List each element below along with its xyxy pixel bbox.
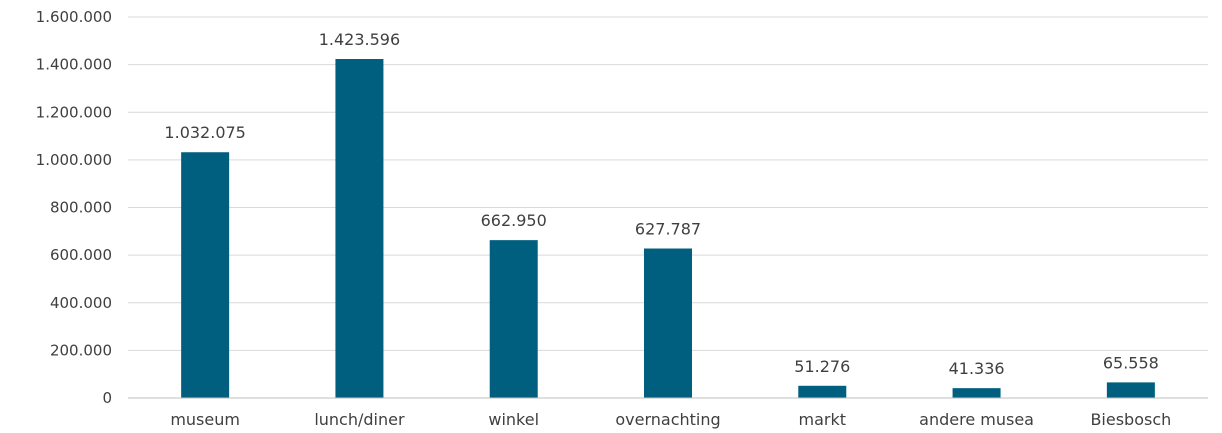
bar — [489, 240, 538, 398]
data-label: 1.423.596 — [319, 30, 400, 49]
category-label: lunch/diner — [314, 410, 405, 429]
y-axis-tick-labels: 0 200.000 400.000 600.000 800.000 1.000.000 1.… — [36, 8, 112, 407]
y-tick-label: 1.400.000 — [36, 56, 112, 74]
y-tick-label: 1.200.000 — [36, 103, 112, 121]
bar — [1106, 382, 1155, 398]
y-tick-label: 0 — [102, 389, 112, 407]
bar — [798, 385, 847, 398]
data-label: 41.336 — [949, 359, 1005, 378]
data-labels: 1.032.075 1.423.596 662.950 627.787 51.276 41… — [164, 30, 1158, 378]
data-label: 1.032.075 — [164, 123, 245, 142]
y-tick-label: 800.000 — [50, 199, 112, 217]
bar — [181, 152, 230, 398]
data-label: 65.558 — [1103, 353, 1159, 372]
category-label: markt — [799, 410, 847, 429]
category-label: overnachting — [615, 410, 720, 429]
data-label: 627.787 — [635, 220, 701, 239]
category-label: andere musea — [919, 410, 1034, 429]
y-tick-label: 1.600.000 — [36, 8, 112, 26]
y-tick-label: 1.000.000 — [36, 151, 112, 169]
bar — [335, 59, 384, 399]
y-tick-label: 600.000 — [50, 246, 112, 264]
y-tick-label: 200.000 — [50, 341, 112, 359]
category-label: winkel — [488, 410, 539, 429]
data-label: 51.276 — [794, 357, 850, 376]
bar — [952, 388, 1001, 398]
y-tick-label: 400.000 — [50, 294, 112, 312]
x-axis-category-labels: museum lunch/diner winkel overnachting markt… — [170, 410, 1171, 429]
category-label: museum — [170, 410, 240, 429]
category-label: Biesbosch — [1090, 410, 1171, 429]
bars — [181, 59, 1155, 399]
bar — [644, 248, 692, 398]
data-label: 662.950 — [481, 211, 547, 230]
